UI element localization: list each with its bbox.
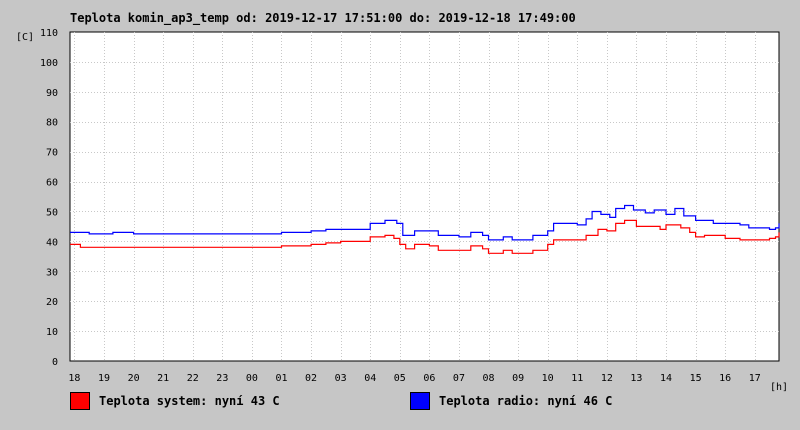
legend-item-radio: Teplota radio: nyní 46 C (410, 391, 612, 411)
y-tick-label: 70 (46, 148, 58, 159)
x-tick-label: 07 (453, 373, 465, 384)
x-tick-label: 09 (512, 373, 524, 384)
y-tick-label: 20 (46, 297, 58, 308)
x-tick-label: 02 (305, 373, 317, 384)
x-tick-label: 21 (157, 373, 169, 384)
x-tick-label: 10 (542, 373, 554, 384)
legend-label-system: Teplota system: nyní 43 C (99, 394, 280, 408)
legend-swatch-system (70, 392, 90, 410)
x-tick-label: 03 (335, 373, 347, 384)
y-tick-label: 90 (46, 88, 58, 99)
y-tick-label: 50 (46, 207, 58, 218)
x-tick-label: 20 (128, 373, 140, 384)
x-tick-label: 11 (571, 373, 583, 384)
x-tick-label: 16 (719, 373, 731, 384)
y-tick-label: 10 (46, 327, 58, 338)
y-tick-label: 60 (46, 178, 58, 189)
series-layer (70, 204, 780, 254)
x-tick-label: 18 (68, 373, 80, 384)
x-tick-label: 05 (394, 373, 406, 384)
x-tick-label: 19 (98, 373, 110, 384)
y-tick-label: 110 (40, 28, 58, 39)
y-tick-label: 100 (40, 58, 58, 69)
x-axis-unit: [h] (770, 382, 788, 393)
y-tick-label: 30 (46, 267, 58, 278)
x-tick-label: 12 (601, 373, 613, 384)
legend-item-system: Teplota system: nyní 43 C (70, 391, 280, 411)
x-tick-label: 15 (690, 373, 702, 384)
x-tick-label: 17 (749, 373, 761, 384)
y-tick-label: 80 (46, 118, 58, 129)
y-axis-unit: [C] (16, 32, 34, 43)
x-tick-label: 23 (216, 373, 228, 384)
x-tick-label: 06 (423, 373, 435, 384)
x-tick-label: 13 (630, 373, 642, 384)
legend-label-radio: Teplota radio: nyní 46 C (439, 394, 613, 408)
chart-title: Teplota komin_ap3_temp od: 2019-12-17 17… (70, 11, 576, 25)
legend-swatch-radio (410, 392, 430, 410)
plot-area (69, 31, 780, 362)
x-tick-label: 08 (483, 373, 495, 384)
x-tick-label: 22 (187, 373, 199, 384)
x-tick-label: 01 (275, 373, 287, 384)
series-line-system (70, 219, 780, 254)
x-tick-label: 04 (364, 373, 376, 384)
series-line-radio (70, 204, 780, 241)
x-tick-label: 14 (660, 373, 672, 384)
y-tick-label: 40 (46, 237, 58, 248)
y-tick-label: 0 (52, 357, 58, 368)
x-tick-label: 00 (246, 373, 258, 384)
grid-layer (70, 32, 779, 361)
